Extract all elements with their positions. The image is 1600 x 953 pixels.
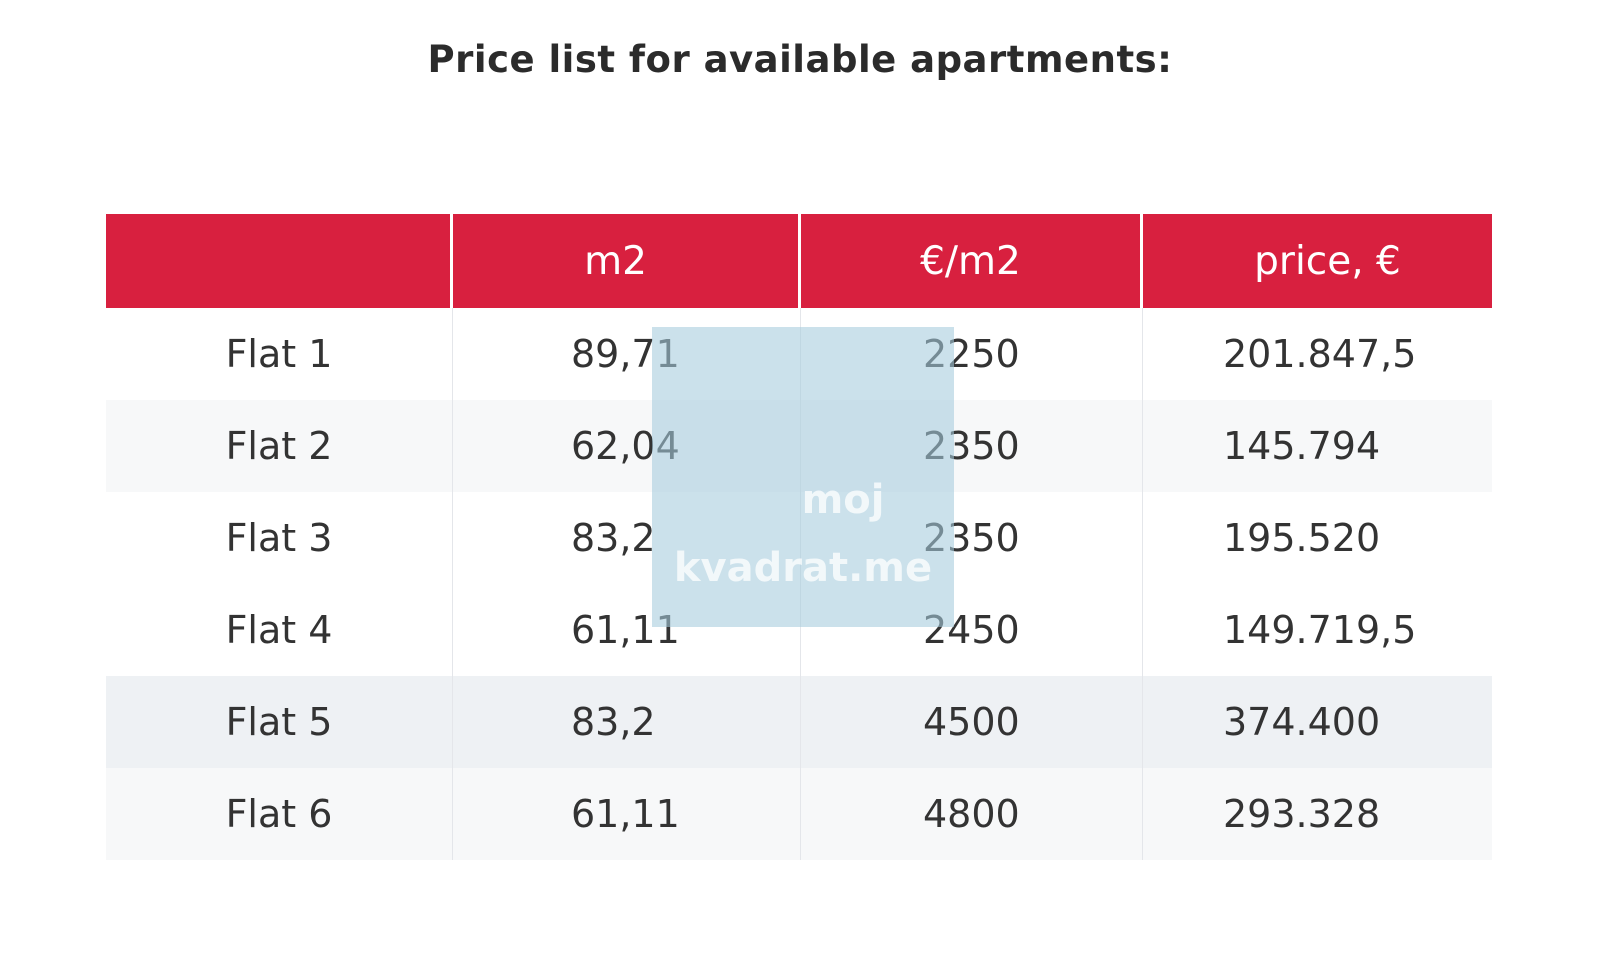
table-row: Flat 3 83,2 2350 195.520: [106, 492, 1492, 584]
price-per-m2-cell: 4500: [801, 676, 1143, 768]
flat-name-cell: Flat 5: [106, 676, 453, 768]
price-cell: 195.520: [1223, 516, 1381, 560]
price-cell: 201.847,5: [1223, 332, 1417, 376]
flat-name-cell: Flat 4: [106, 584, 453, 676]
area-cell: 61,11: [453, 584, 801, 676]
flat-name-cell: Flat 3: [106, 492, 453, 584]
price-cell: 145.794: [1223, 424, 1381, 468]
table-row: Flat 5 83,2 4500 374.400: [106, 676, 1492, 768]
table-row: Flat 1 89,71 2250 201.847,5: [106, 308, 1492, 400]
price-table: m2 €/m2 price, € Flat 1 89,71 2250 201.8…: [106, 214, 1492, 860]
price-cell: 149.719,5: [1223, 608, 1417, 652]
table-row: Flat 6 61,11 4800 293.328: [106, 768, 1492, 860]
price-cell: 374.400: [1223, 700, 1381, 744]
flat-name-cell: Flat 2: [106, 400, 453, 492]
flat-name-cell: Flat 6: [106, 768, 453, 860]
table-header-row: m2 €/m2 price, €: [106, 214, 1492, 308]
price-per-m2-cell: 2350: [801, 400, 1143, 492]
area-cell: 61,11: [453, 768, 801, 860]
flat-name-cell: Flat 1: [106, 308, 453, 400]
area-cell: 83,2: [453, 676, 801, 768]
price-per-m2-cell: 4800: [801, 768, 1143, 860]
header-cell-price-per-m2: €/m2: [801, 214, 1143, 308]
area-cell: 89,71: [453, 308, 801, 400]
header-cell-price: price, €: [1254, 238, 1401, 284]
area-cell: 62,04: [453, 400, 801, 492]
price-cell: 293.328: [1223, 792, 1381, 836]
price-per-m2-cell: 2350: [801, 492, 1143, 584]
price-per-m2-cell: 2250: [801, 308, 1143, 400]
page-title: Price list for available apartments:: [427, 38, 1173, 81]
header-cell-name: [106, 214, 453, 308]
header-cell-area: m2: [453, 214, 801, 308]
area-cell: 83,2: [453, 492, 801, 584]
price-per-m2-cell: 2450: [801, 584, 1143, 676]
table-row: Flat 2 62,04 2350 145.794: [106, 400, 1492, 492]
table-row: Flat 4 61,11 2450 149.719,5: [106, 584, 1492, 676]
